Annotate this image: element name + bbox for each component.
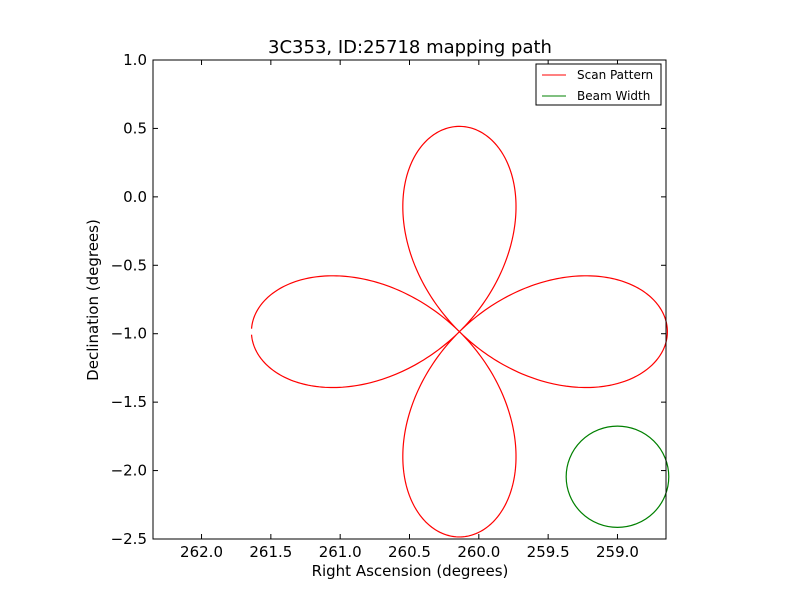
- y-tick-label: −2.5: [111, 530, 147, 548]
- y-tick-label: −1.0: [111, 325, 147, 343]
- y-axis-ticks: 1.0 0.5 0.0 −0.5 −1.0 −1.5 −2.0 −2.5: [111, 51, 666, 548]
- y-tick-label: 0.0: [123, 188, 147, 206]
- beam-width-circle: [565, 425, 670, 528]
- legend-label-beam-width: Beam Width: [577, 89, 650, 103]
- x-tick-label: 260.0: [457, 543, 500, 561]
- x-tick-label: 261.0: [319, 543, 362, 561]
- legend: Scan Pattern Beam Width: [535, 63, 662, 106]
- y-axis-label: Declination (degrees): [84, 219, 102, 381]
- y-tick-label: 1.0: [123, 51, 147, 69]
- x-tick-label: 259.0: [596, 543, 639, 561]
- scan-pattern-path: [250, 125, 668, 538]
- x-axis-ticks: 262.0 261.5 261.0 260.5 260.0 259.5 259.0: [180, 60, 639, 561]
- x-tick-label: 262.0: [180, 543, 223, 561]
- series-layer: [250, 125, 670, 538]
- x-tick-label: 261.5: [249, 543, 292, 561]
- y-tick-label: −0.5: [111, 256, 147, 274]
- x-tick-label: 260.5: [388, 543, 431, 561]
- x-tick-label: 259.5: [527, 543, 570, 561]
- legend-box: [535, 63, 662, 106]
- y-tick-label: −1.5: [111, 393, 147, 411]
- x-axis-label: Right Ascension (degrees): [312, 562, 509, 580]
- legend-label-scan-pattern: Scan Pattern: [577, 68, 653, 82]
- chart-title: 3C353, ID:25718 mapping path: [268, 37, 552, 58]
- y-tick-label: 0.5: [123, 119, 147, 137]
- y-tick-label: −2.0: [111, 462, 147, 480]
